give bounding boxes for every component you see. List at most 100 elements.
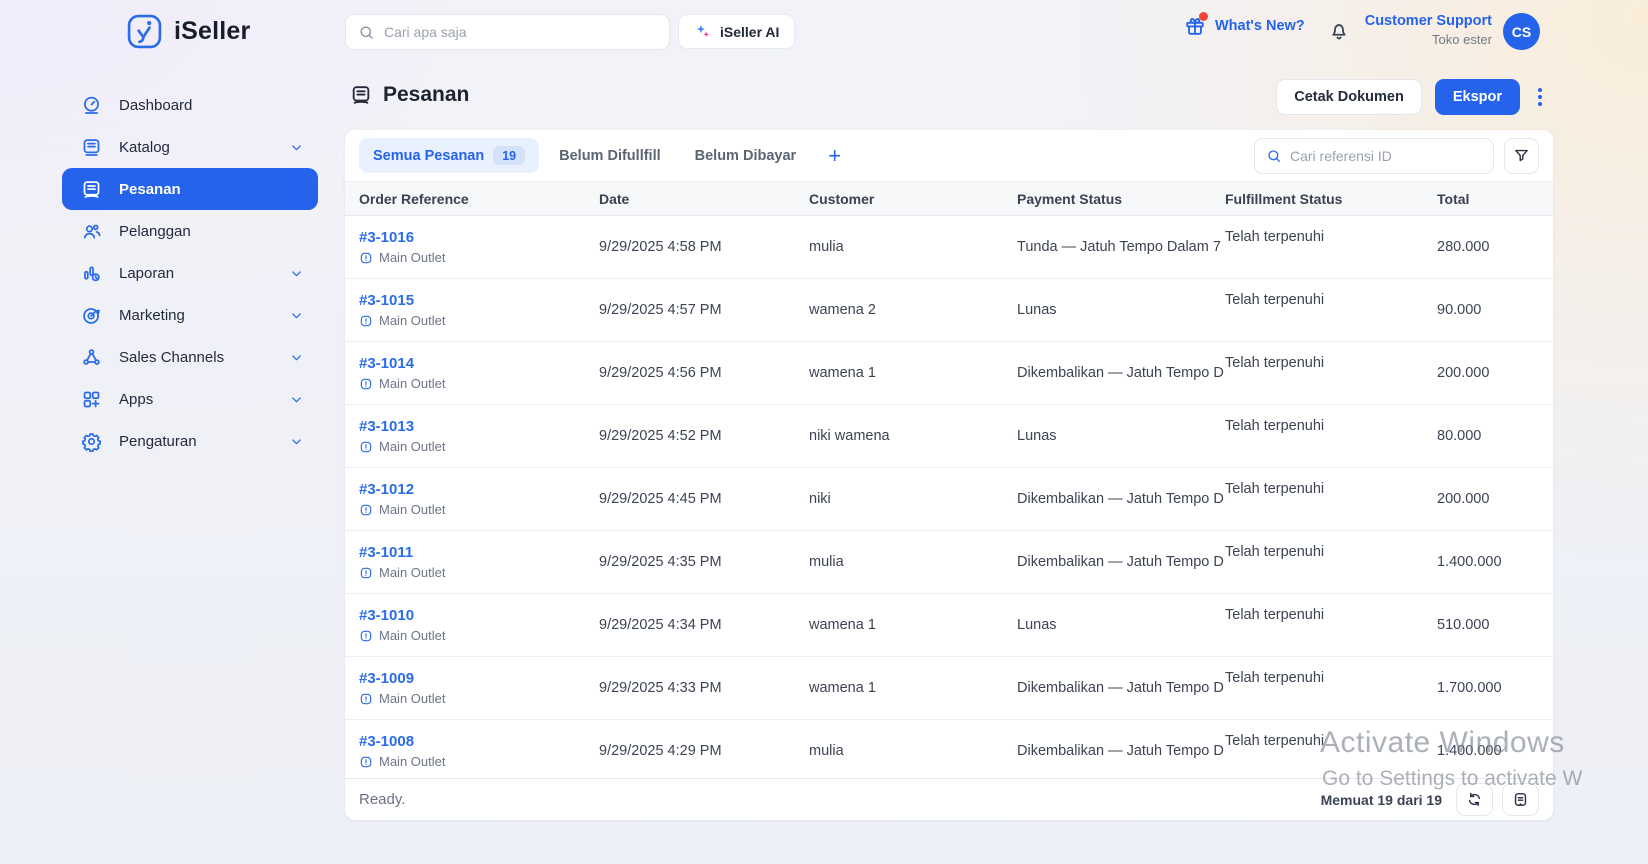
outlet-icon bbox=[360, 378, 372, 389]
order-reference-link[interactable]: #3-1015 bbox=[359, 292, 415, 309]
outlet-label: Main Outlet bbox=[379, 250, 446, 265]
fulfillment-status: Telah terpenuhi bbox=[1225, 733, 1325, 749]
sidebar-item[interactable]: Apps bbox=[62, 378, 318, 420]
table-row[interactable]: #3-1009 Main Outlet 9/29/2025 4:33 PM wa… bbox=[345, 657, 1553, 720]
global-search[interactable] bbox=[345, 14, 670, 50]
sidebar-item[interactable]: Marketing bbox=[62, 294, 318, 336]
notification-dot bbox=[1199, 12, 1208, 21]
table-row[interactable]: #3-1013 Main Outlet 9/29/2025 4:52 PM ni… bbox=[345, 405, 1553, 468]
sidebar-item[interactable]: Katalog bbox=[62, 126, 318, 168]
avatar[interactable]: CS bbox=[1503, 13, 1540, 50]
order-date: 9/29/2025 4:35 PM bbox=[599, 554, 722, 570]
order-date: 9/29/2025 4:29 PM bbox=[599, 743, 722, 759]
sales-channels-network-icon bbox=[81, 347, 102, 368]
whats-new-label: What's New? bbox=[1215, 18, 1305, 34]
sidebar-item[interactable]: Pesanan bbox=[62, 168, 318, 210]
whats-new-button[interactable]: What's New? bbox=[1184, 12, 1305, 37]
filter-button[interactable] bbox=[1504, 137, 1539, 174]
sidebar-item[interactable]: Pengaturan bbox=[62, 420, 318, 462]
order-reference-link[interactable]: #3-1011 bbox=[359, 544, 414, 561]
order-total: 200.000 bbox=[1437, 365, 1490, 381]
sidebar-item[interactable]: Laporan bbox=[62, 252, 318, 294]
brand-logo[interactable]: iSeller bbox=[126, 13, 250, 50]
outlet-icon bbox=[360, 567, 372, 578]
reports-chart-icon bbox=[81, 263, 102, 284]
page-title: Pesanan bbox=[383, 83, 470, 106]
column-header[interactable]: Payment Status bbox=[1017, 190, 1123, 207]
order-total: 510.000 bbox=[1437, 617, 1490, 633]
payment-status: Dikembalikan — Jatuh Tempo D bbox=[1017, 680, 1224, 696]
sidebar-item-label: Dashboard bbox=[119, 96, 193, 114]
chevron-down-icon bbox=[289, 392, 304, 407]
table-row[interactable]: #3-1011 Main Outlet 9/29/2025 4:35 PM mu… bbox=[345, 531, 1553, 594]
export-button[interactable]: Ekspor bbox=[1434, 79, 1520, 115]
order-customer: mulia bbox=[809, 743, 844, 759]
reference-search[interactable] bbox=[1254, 137, 1494, 174]
outlet-icon bbox=[360, 693, 372, 704]
column-header[interactable]: Fulfillment Status bbox=[1225, 190, 1343, 207]
chevron-down-icon bbox=[289, 350, 304, 365]
payment-status: Tunda — Jatuh Tempo Dalam 7 bbox=[1017, 239, 1221, 255]
column-header[interactable]: Date bbox=[599, 190, 630, 207]
order-reference-link[interactable]: #3-1013 bbox=[359, 418, 415, 435]
tab-count-badge: 19 bbox=[493, 146, 526, 165]
reference-search-input[interactable] bbox=[1290, 147, 1482, 164]
table-row[interactable]: #3-1014 Main Outlet 9/29/2025 4:56 PM wa… bbox=[345, 342, 1553, 405]
marketing-target-icon bbox=[81, 305, 102, 326]
column-header[interactable]: Customer bbox=[809, 190, 875, 207]
table-row[interactable]: #3-1015 Main Outlet 9/29/2025 4:57 PM wa… bbox=[345, 279, 1553, 342]
column-header[interactable]: Order Reference bbox=[359, 190, 469, 207]
order-reference-link[interactable]: #3-1008 bbox=[359, 733, 415, 750]
order-date: 9/29/2025 4:57 PM bbox=[599, 302, 722, 318]
order-reference-link[interactable]: #3-1009 bbox=[359, 670, 415, 687]
outlet-label: Main Outlet bbox=[379, 439, 446, 454]
order-date: 9/29/2025 4:33 PM bbox=[599, 680, 722, 696]
print-documents-button[interactable]: Cetak Dokumen bbox=[1276, 79, 1422, 115]
refresh-button[interactable] bbox=[1456, 783, 1493, 816]
order-reference-link[interactable]: #3-1016 bbox=[359, 229, 415, 246]
table-row[interactable]: #3-1008 Main Outlet 9/29/2025 4:29 PM mu… bbox=[345, 720, 1553, 778]
outlet-icon bbox=[360, 504, 372, 515]
sidebar-item[interactable]: Dashboard bbox=[62, 84, 318, 126]
more-options-kebab-icon[interactable] bbox=[1533, 85, 1547, 109]
column-header[interactable]: Total bbox=[1437, 190, 1470, 207]
outlet-icon bbox=[360, 315, 372, 326]
gift-icon bbox=[1184, 12, 1208, 37]
order-total: 80.000 bbox=[1437, 428, 1482, 444]
report-list-button[interactable] bbox=[1502, 783, 1539, 816]
order-date: 9/29/2025 4:45 PM bbox=[599, 491, 722, 507]
iseller-ai-button[interactable]: iSeller AI bbox=[678, 14, 796, 49]
order-reference-link[interactable]: #3-1014 bbox=[359, 355, 415, 372]
tab-label: Semua Pesanan bbox=[373, 147, 485, 164]
sidebar-item[interactable]: Sales Channels bbox=[62, 336, 318, 378]
card-footer: Ready. Memuat 19 dari 19 bbox=[345, 778, 1553, 820]
order-reference-link[interactable]: #3-1012 bbox=[359, 481, 415, 498]
fulfillment-status: Telah terpenuhi bbox=[1225, 481, 1325, 497]
account-info[interactable]: Customer Support Toko ester bbox=[1365, 13, 1492, 47]
tab[interactable]: Belum Dibayar bbox=[681, 140, 811, 172]
fulfillment-status: Telah terpenuhi bbox=[1225, 544, 1325, 560]
notifications-bell-icon[interactable] bbox=[1328, 19, 1350, 41]
apps-grid-icon bbox=[81, 389, 102, 410]
orders-page-icon bbox=[350, 84, 372, 106]
order-date: 9/29/2025 4:34 PM bbox=[599, 617, 722, 633]
outlet-label: Main Outlet bbox=[379, 691, 446, 706]
table-row[interactable]: #3-1012 Main Outlet 9/29/2025 4:45 PM ni… bbox=[345, 468, 1553, 531]
sidebar-item-label: Apps bbox=[119, 390, 154, 408]
order-reference-link[interactable]: #3-1010 bbox=[359, 607, 415, 624]
order-customer: wamena 1 bbox=[809, 680, 876, 696]
table-row[interactable]: #3-1010 Main Outlet 9/29/2025 4:34 PM wa… bbox=[345, 594, 1553, 657]
outlet-label: Main Outlet bbox=[379, 502, 446, 517]
sidebar-item[interactable]: Pelanggan bbox=[62, 210, 318, 252]
add-tab-button[interactable]: + bbox=[828, 142, 842, 168]
tab-label: Belum Difullfill bbox=[559, 147, 661, 164]
chevron-down-icon bbox=[289, 140, 304, 155]
account-store: Toko ester bbox=[1432, 32, 1492, 47]
table-row[interactable]: #3-1016 Main Outlet 9/29/2025 4:58 PM mu… bbox=[345, 216, 1553, 279]
search-icon bbox=[360, 25, 373, 39]
global-search-input[interactable] bbox=[384, 24, 657, 40]
outlet-label: Main Outlet bbox=[379, 313, 446, 328]
sidebar-item-label: Pesanan bbox=[119, 180, 181, 198]
tab[interactable]: Semua Pesanan 19 bbox=[359, 138, 540, 173]
tab[interactable]: Belum Difullfill bbox=[545, 140, 675, 172]
